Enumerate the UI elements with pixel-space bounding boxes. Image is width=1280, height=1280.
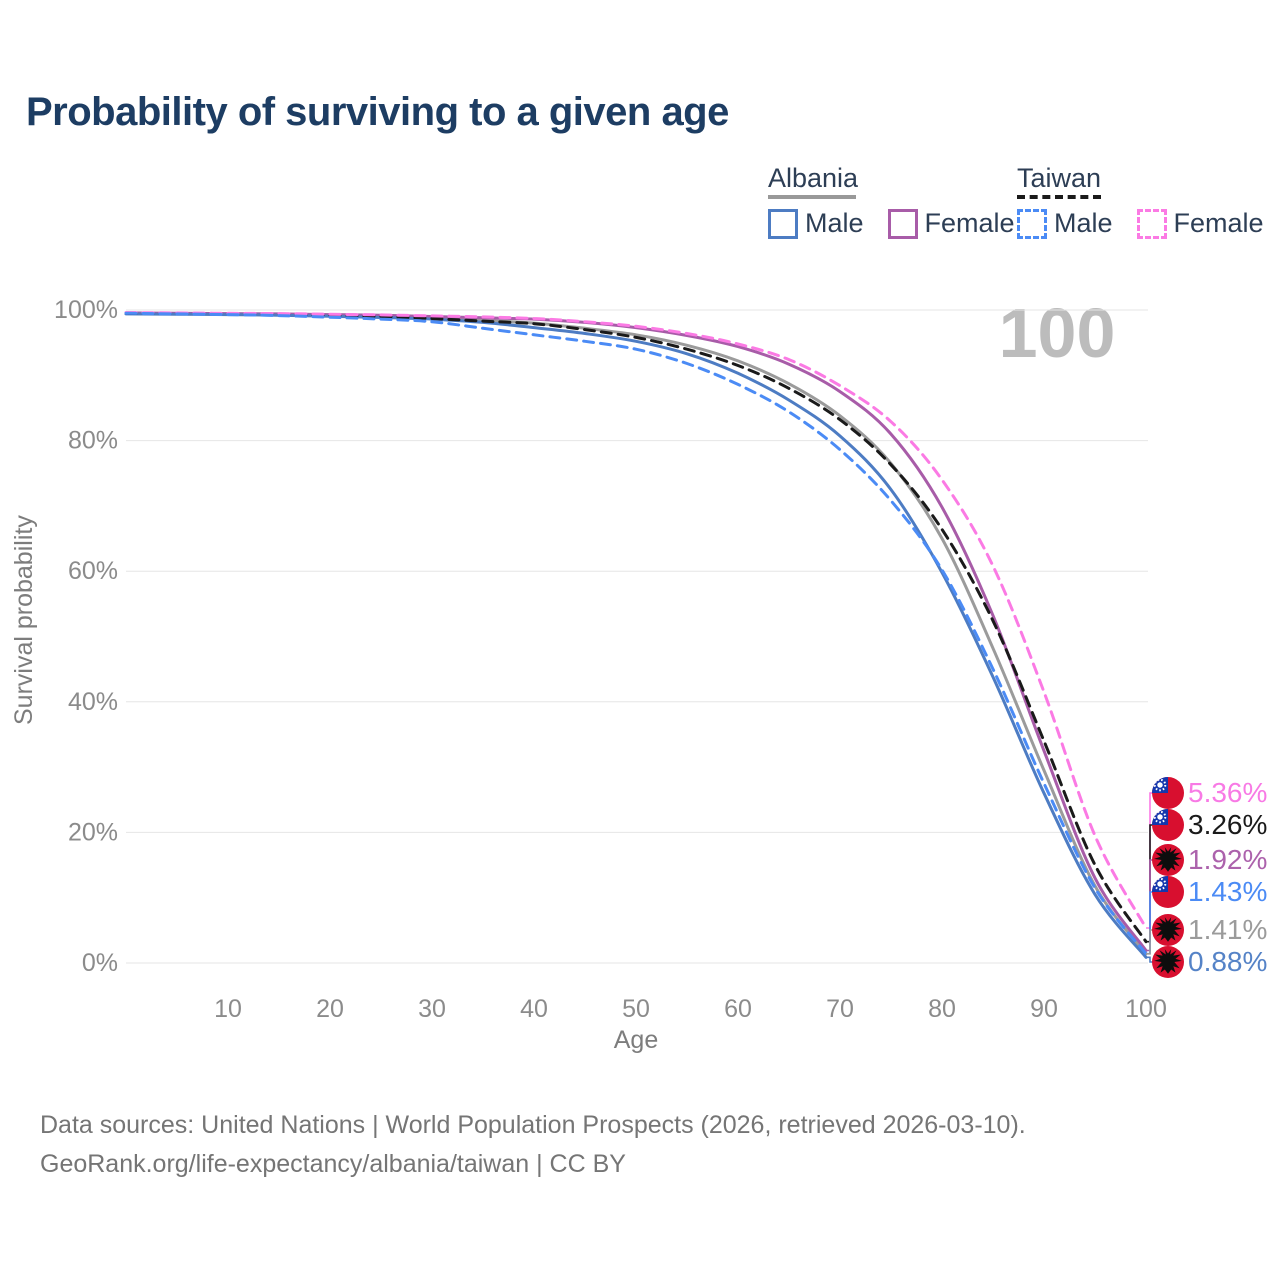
line-taiwan-total (124, 311, 1148, 944)
y-tick-label: 100% (54, 296, 118, 324)
footer: Data sources: United Nations | World Pop… (40, 1106, 1026, 1184)
x-tick-label: 30 (418, 995, 446, 1023)
x-tick-label: 100 (1125, 995, 1167, 1023)
legend-item-taiwan-male[interactable]: Male (1017, 208, 1113, 239)
end-label-value: 5.36% (1188, 777, 1267, 808)
checkbox-albania-male-icon[interactable] (768, 208, 798, 239)
y-tick-label: 40% (68, 688, 118, 716)
x-axis-title: Age (613, 1026, 659, 1054)
end-label-value: 1.92% (1188, 844, 1267, 875)
y-tick-label: 60% (68, 557, 118, 585)
x-tick-label: 70 (826, 995, 854, 1023)
y-tick-label: 0% (82, 949, 118, 977)
legend-label-albania-male[interactable]: Male (805, 208, 864, 238)
end-label-albania-total: 1.41% (1146, 914, 1267, 955)
footer-link-line[interactable]: GeoRank.org/life-expectancy/albania/taiw… (40, 1150, 626, 1178)
albania-line-sample (768, 195, 856, 199)
x-tick-label: 60 (724, 995, 752, 1023)
legend-group-albania: Albania Male Female (768, 163, 1015, 239)
legend-group-taiwan: Taiwan Male Female (1017, 163, 1264, 239)
line-albania-male (124, 312, 1148, 959)
end-label-albania-female: 1.92% (1146, 844, 1267, 952)
taiwan-flag-icon (1152, 777, 1184, 809)
line-taiwan-male (124, 311, 1148, 956)
end-label-albania-male: 0.88% (1146, 946, 1267, 978)
x-tick-label: 80 (928, 995, 956, 1023)
checkbox-taiwan-female-icon[interactable] (1136, 208, 1167, 239)
legend-label-albania-female[interactable]: Female (924, 208, 1015, 238)
legend-country-taiwan: Taiwan (1017, 163, 1102, 193)
albania-flag-icon (1152, 946, 1184, 978)
end-label-value: 3.26% (1188, 809, 1267, 840)
end-label-connector (1146, 956, 1153, 963)
albania-flag-icon (1152, 914, 1184, 946)
line-albania-total (124, 312, 1148, 956)
y-tick-label: 80% (68, 427, 118, 455)
legend-country-albania: Albania (768, 163, 859, 193)
y-tick-label: 20% (68, 818, 118, 846)
x-tick-label: 50 (622, 995, 650, 1023)
checkbox-albania-female-icon[interactable] (887, 208, 918, 239)
checkbox-taiwan-male-icon[interactable] (1017, 208, 1047, 239)
end-label-taiwan-total: 3.26% (1146, 809, 1267, 943)
albania-flag-icon (1152, 844, 1184, 876)
taiwan-line-sample (1017, 195, 1101, 199)
survival-chart: 0% 20% 40% 60% 80% 100% 10 20 30 40 50 60 70 80 90 100 5… (54, 296, 1267, 1023)
page-title: Probability of surviving to a given age (26, 90, 729, 134)
legend-label-taiwan-female[interactable]: Female (1173, 208, 1264, 238)
end-label-value: 1.41% (1188, 914, 1267, 945)
x-tick-label: 10 (214, 995, 242, 1023)
x-tick-label: 90 (1030, 995, 1058, 1023)
end-label-connector (1146, 929, 1153, 955)
taiwan-flag-icon (1152, 876, 1184, 908)
legend-item-taiwan-female[interactable]: Female (1136, 208, 1264, 239)
end-label-taiwan-female: 5.36% (1146, 777, 1267, 929)
y-axis-title: Survival probability (10, 515, 38, 725)
footer-sources-line: Data sources: United Nations | World Pop… (40, 1111, 1026, 1139)
legend-label-taiwan-male[interactable]: Male (1054, 208, 1113, 238)
line-albania-female (124, 311, 1148, 952)
end-label-value: 1.43% (1188, 876, 1267, 907)
taiwan-flag-icon (1152, 809, 1184, 841)
x-tick-label: 40 (520, 995, 548, 1023)
legend-item-albania-male[interactable]: Male (768, 208, 864, 239)
x-tick-label: 20 (316, 995, 344, 1023)
legend-item-albania-female[interactable]: Female (887, 208, 1015, 239)
end-label-value: 0.88% (1188, 946, 1267, 977)
line-taiwan-female (124, 311, 1148, 930)
